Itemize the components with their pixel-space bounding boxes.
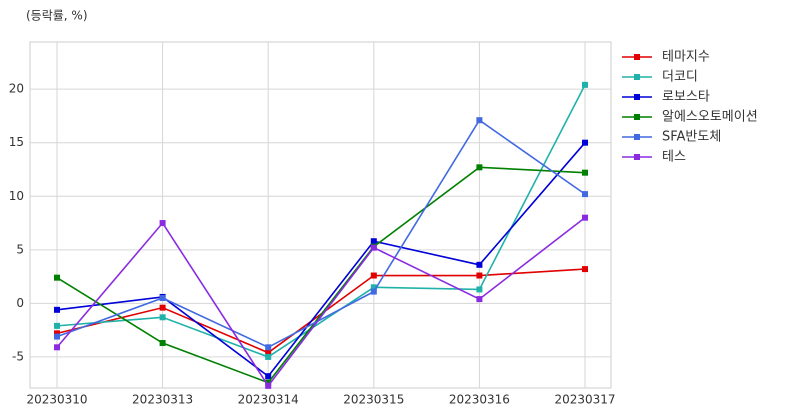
line <box>56 119 586 349</box>
marker <box>159 295 166 302</box>
legend-marker <box>634 94 640 100</box>
marker <box>265 349 272 356</box>
marker <box>370 288 377 295</box>
legend-label: SFA반도체 <box>662 130 721 145</box>
marker <box>582 191 588 198</box>
marker <box>265 382 272 389</box>
marker <box>476 272 483 279</box>
marker <box>54 306 60 313</box>
y-axis-label: (등락률, %) <box>26 9 88 23</box>
marker <box>54 344 60 351</box>
legend-label: 로보스타 <box>662 90 710 105</box>
marker <box>370 244 377 251</box>
y-tick-label: -5 <box>12 349 24 363</box>
y-tick-label: 15 <box>9 135 24 149</box>
marker <box>582 214 588 221</box>
marker <box>582 266 588 273</box>
legend-label: 테스 <box>662 150 686 165</box>
marker <box>265 379 272 386</box>
marker <box>582 169 588 176</box>
marker <box>159 304 166 311</box>
marker <box>476 117 483 124</box>
legend-label: 알에스오토메이션 <box>662 110 758 125</box>
x-tick-label: 20230317 <box>554 393 615 407</box>
line <box>56 166 586 384</box>
marker <box>476 286 483 293</box>
marker <box>582 139 588 146</box>
plot-area <box>29 41 612 389</box>
marker <box>159 314 166 321</box>
line <box>56 142 586 378</box>
marker <box>265 353 272 360</box>
x-tick-label: 20230315 <box>343 393 404 407</box>
legend-label: 테마지수 <box>662 50 710 65</box>
marker <box>265 373 272 380</box>
marker <box>476 261 483 268</box>
line <box>56 217 586 388</box>
marker <box>54 322 60 329</box>
x-tick-label: 20230316 <box>449 393 510 407</box>
marker <box>54 333 60 340</box>
legend-marker <box>634 154 640 160</box>
marker <box>265 344 272 351</box>
marker <box>159 220 166 227</box>
marker <box>476 164 483 171</box>
x-tick-label: 20230310 <box>26 393 87 407</box>
line <box>56 84 586 358</box>
marker <box>54 274 60 281</box>
y-tick-label: 20 <box>9 82 24 96</box>
legend-marker <box>634 134 640 140</box>
marker <box>476 296 483 303</box>
marker <box>582 81 588 88</box>
legend-label: 더코디 <box>662 70 698 85</box>
x-tick-label: 20230314 <box>238 393 299 407</box>
y-tick-label: 0 <box>16 296 24 310</box>
marker <box>370 238 377 245</box>
line <box>56 268 586 354</box>
marker <box>370 272 377 279</box>
marker <box>54 330 60 337</box>
legend-marker <box>634 54 640 60</box>
x-tick-label: 20230313 <box>132 393 193 407</box>
legend-marker <box>634 114 640 120</box>
legend-marker <box>634 74 640 80</box>
y-tick-label: 10 <box>9 189 24 203</box>
y-tick-label: 5 <box>16 242 24 256</box>
marker <box>159 340 166 347</box>
marker <box>370 284 377 291</box>
